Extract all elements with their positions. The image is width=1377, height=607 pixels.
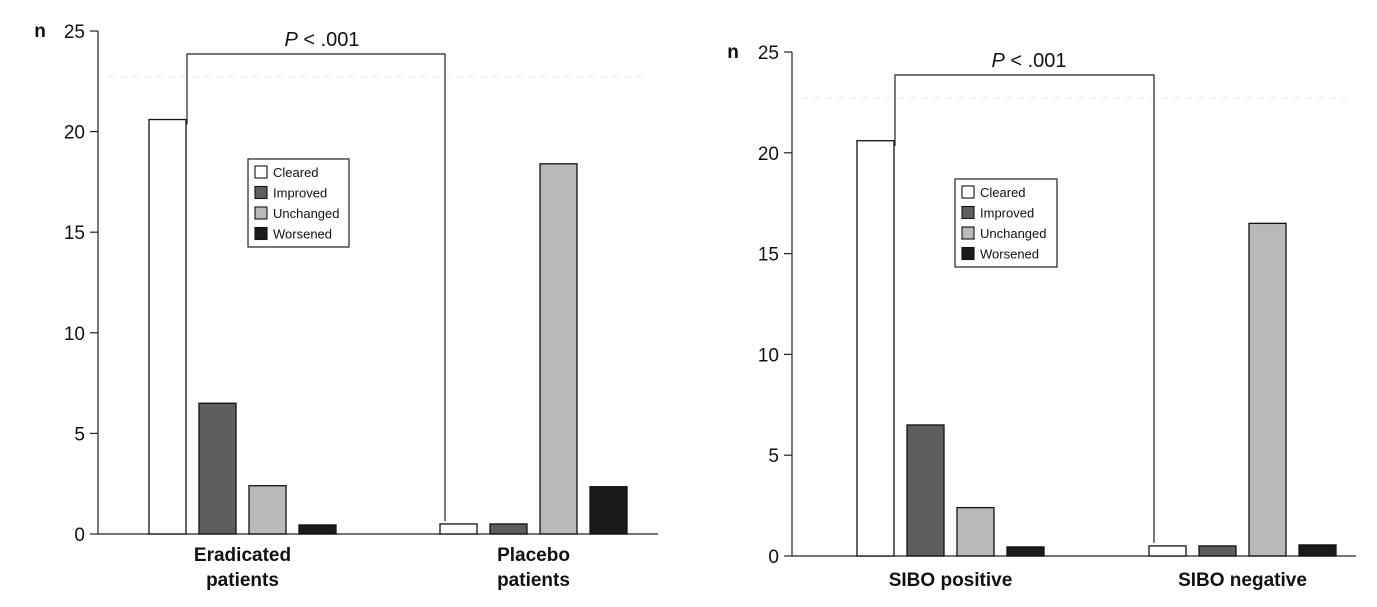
bar-worsened-2: [1298, 544, 1337, 557]
legend-label-unchanged: Unchanged: [273, 206, 340, 221]
bar-cleared-1: [148, 118, 187, 535]
legend-label-improved: Improved: [273, 186, 327, 201]
bar-unchanged-2: [539, 163, 578, 535]
legend: Cleared Improved Unchanged Worsened: [954, 178, 1058, 268]
y-tick-label: 0: [768, 547, 779, 568]
legend-label-worsened: Worsened: [980, 247, 1039, 262]
category-label: Eradicated: [194, 545, 291, 566]
category-label: patients: [497, 570, 570, 591]
legend-swatch-worsened: [961, 246, 975, 261]
category-label: SIBO positive: [889, 570, 1013, 591]
y-tick-label: 15: [758, 245, 779, 266]
y-tick-label: 20: [64, 123, 85, 144]
y-tick-label: 15: [64, 223, 85, 244]
y-tick-label: 5: [768, 446, 779, 467]
p-value-annotation: P < .001: [991, 50, 1066, 72]
chart-sibo-positive-vs-negative: 0 5 10 15 20 25 n SIBO positive SIBO negative P <…: [727, 42, 1356, 591]
y-tick-label: 20: [758, 144, 779, 165]
chart-eradicated-vs-placebo: 0 5 10 15 20 25 n Eradicated patients Placebo pati…: [34, 21, 658, 591]
bar-improved-2: [1198, 545, 1237, 557]
y-tick-label: 0: [74, 525, 85, 546]
legend-swatch-unchanged: [254, 206, 268, 220]
bar-worsened-1: [1006, 546, 1045, 557]
legend-label-cleared: Cleared: [980, 185, 1026, 200]
bar-worsened-1: [298, 524, 337, 535]
y-tick-label: 25: [758, 43, 779, 64]
bar-improved-2: [489, 523, 528, 535]
legend-label-cleared: Cleared: [273, 165, 319, 180]
legend-swatch-improved: [254, 185, 268, 200]
legend-label-unchanged: Unchanged: [980, 226, 1047, 241]
legend-swatch-worsened: [254, 226, 268, 241]
significance-bracket: [186, 53, 446, 521]
bar-unchanged-2: [1248, 222, 1287, 557]
legend: Cleared Improved Unchanged Worsened: [247, 158, 350, 248]
bar-improved-1: [198, 402, 237, 535]
y-axis-label: n: [34, 21, 46, 42]
legend-swatch-cleared: [254, 165, 268, 179]
p-value-annotation: P < .001: [284, 29, 359, 51]
y-axis-label: n: [727, 42, 739, 63]
bar-improved-1: [906, 424, 945, 557]
category-label: SIBO negative: [1178, 570, 1307, 591]
legend-label-worsened: Worsened: [273, 227, 332, 242]
bar-cleared-2: [439, 523, 478, 535]
y-tick-label: 10: [758, 345, 779, 366]
bar-unchanged-1: [248, 485, 287, 535]
y-tick-label: 10: [64, 324, 85, 345]
bar-unchanged-1: [956, 506, 995, 557]
bar-cleared-1: [856, 140, 895, 557]
bar-cleared-2: [1148, 545, 1187, 557]
category-label: Placebo: [497, 545, 570, 566]
significance-bracket: [894, 74, 1155, 543]
legend-label-improved: Improved: [980, 206, 1034, 221]
y-tick-label: 25: [64, 22, 85, 43]
legend-swatch-unchanged: [961, 226, 975, 240]
legend-swatch-improved: [961, 205, 975, 220]
bar-worsened-2: [589, 486, 628, 535]
category-label: patients: [206, 570, 279, 591]
y-tick-label: 5: [74, 424, 85, 445]
legend-swatch-cleared: [961, 185, 975, 199]
